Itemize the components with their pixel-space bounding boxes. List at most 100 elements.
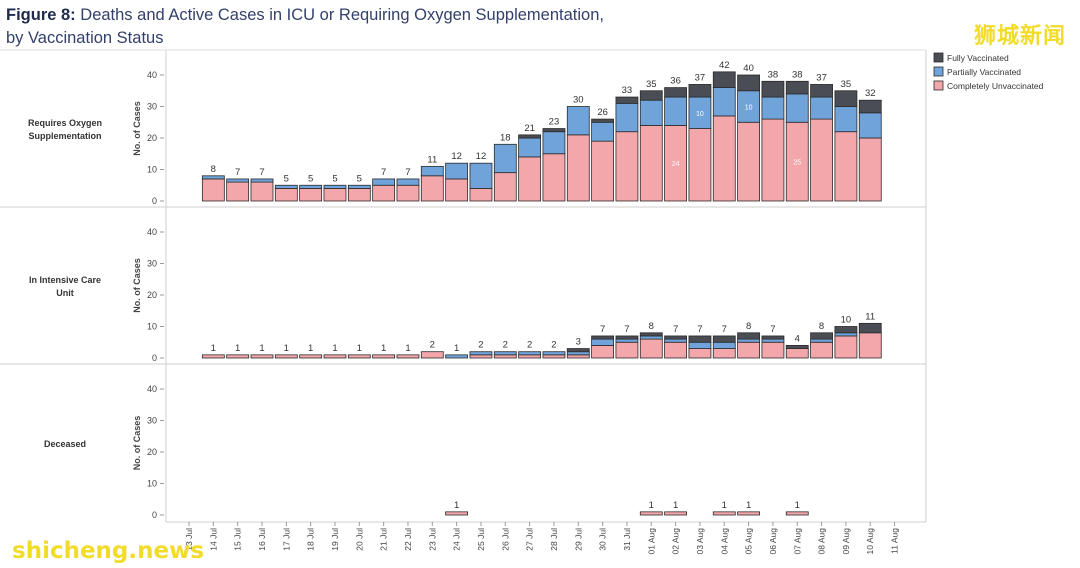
panel-label-in-intensive-care-unit: Unit xyxy=(56,288,74,298)
bar-segment-fully-vaccinated-31-jul xyxy=(615,335,639,340)
data-label-total-02-aug: 7 xyxy=(673,324,678,335)
bar-segment-fully-vaccinated-09-aug xyxy=(834,90,858,107)
bar-segment-partially-vaccinated-08-aug xyxy=(810,96,833,120)
bar-segment-completely-unvaccinated-03-aug xyxy=(688,128,712,202)
data-label-total-19-jul: 5 xyxy=(332,173,337,184)
bar-segment-completely-unvaccinated-31-jul xyxy=(615,341,639,359)
bar-segment-partially-vaccinated-29-jul xyxy=(566,351,590,356)
bar-segment-partially-vaccinated-25-jul xyxy=(469,351,493,356)
bar-segment-completely-unvaccinated-24-jul xyxy=(445,178,469,202)
data-label-total-26-jul: 2 xyxy=(503,340,508,351)
x-tick-label: 22 Jul xyxy=(403,528,413,551)
panel-label-deceased: Deceased xyxy=(44,439,86,449)
data-label-total-01-aug: 8 xyxy=(649,321,654,332)
x-tick-label: 20 Jul xyxy=(354,528,364,551)
bar-segment-completely-unvaccinated-07-aug xyxy=(785,511,809,516)
bar-segment-completely-unvaccinated-31-jul xyxy=(615,131,639,202)
bar-segment-completely-unvaccinated-06-aug xyxy=(761,118,785,202)
bar-segment-completely-unvaccinated-14-jul xyxy=(201,354,225,359)
bar-segment-fully-vaccinated-05-aug xyxy=(737,332,760,340)
data-label-total-01-aug: 35 xyxy=(646,79,657,90)
panel-label-requires-oxygen-supplementation: Requires Oxygen xyxy=(28,118,102,128)
bar-segment-fully-vaccinated-27-jul xyxy=(518,134,542,139)
x-tick-label: 27 Jul xyxy=(525,528,535,551)
bar-segment-partially-vaccinated-01-aug xyxy=(639,335,663,340)
x-tick-label: 07 Aug xyxy=(792,528,802,555)
legend-swatch-partially-vaccinated xyxy=(933,66,944,77)
bar-segment-completely-unvaccinated-26-jul xyxy=(493,354,517,359)
x-tick-label: 25 Jul xyxy=(476,528,486,551)
segment-label-completely-unvaccinated-07-aug: 25 xyxy=(793,160,801,167)
data-label-total-20-jul: 1 xyxy=(357,343,362,354)
bar-segment-completely-unvaccinated-08-aug xyxy=(810,341,833,359)
data-label-total-23-jul: 11 xyxy=(427,154,437,165)
title-text-1: Deaths and Active Cases in ICU or Requir… xyxy=(80,6,604,24)
bar-segment-completely-unvaccinated-27-jul xyxy=(518,156,542,202)
bar-segment-completely-unvaccinated-23-jul xyxy=(420,175,444,202)
y-tick-label: 0 xyxy=(152,353,157,363)
x-tick-label: 31 Jul xyxy=(622,528,632,551)
y-tick-label: 30 xyxy=(147,259,157,269)
y-tick-label: 20 xyxy=(147,133,157,143)
data-label-total-17-jul: 5 xyxy=(284,173,289,184)
bar-segment-partially-vaccinated-05-aug xyxy=(737,338,760,343)
bar-segment-completely-unvaccinated-20-jul xyxy=(347,187,371,202)
data-label-total-14-jul: 8 xyxy=(211,164,216,175)
bar-segment-partially-vaccinated-02-aug xyxy=(664,96,687,126)
x-tick-label: 03 Aug xyxy=(695,528,705,555)
bar-segment-fully-vaccinated-09-aug xyxy=(834,326,858,334)
bar-segment-partially-vaccinated-04-aug xyxy=(712,341,736,349)
bar-segment-partially-vaccinated-20-jul xyxy=(347,184,371,189)
y-tick-label: 30 xyxy=(147,416,157,426)
bar-segment-completely-unvaccinated-16-jul xyxy=(250,181,274,202)
bar-segment-completely-unvaccinated-09-aug xyxy=(834,335,858,359)
data-label-total-09-aug: 10 xyxy=(841,315,852,326)
x-tick-label: 01 Aug xyxy=(646,528,656,555)
bar-segment-partially-vaccinated-01-aug xyxy=(639,99,663,126)
legend-label-partially-vaccinated: Partially Vaccinated xyxy=(947,67,1021,77)
data-label-total-06-aug: 38 xyxy=(768,69,779,80)
data-label-total-28-jul: 23 xyxy=(549,117,560,128)
bar-segment-fully-vaccinated-06-aug xyxy=(761,335,785,340)
bar-segment-fully-vaccinated-07-aug xyxy=(785,344,809,349)
x-tick-label: 28 Jul xyxy=(549,528,559,551)
bar-segment-partially-vaccinated-02-aug xyxy=(664,338,687,343)
data-label-total-08-aug: 8 xyxy=(819,321,824,332)
bar-segment-completely-unvaccinated-01-aug xyxy=(639,511,663,516)
data-label-total-15-jul: 1 xyxy=(235,343,240,354)
data-label-total-17-jul: 1 xyxy=(284,343,289,354)
data-label-total-04-aug: 42 xyxy=(719,60,730,71)
data-label-total-23-jul: 2 xyxy=(430,340,435,351)
bar-segment-partially-vaccinated-08-aug xyxy=(810,338,833,343)
data-label-total-09-aug: 35 xyxy=(841,79,852,90)
data-label-total-29-jul: 3 xyxy=(576,337,581,348)
bar-segment-partially-vaccinated-30-jul xyxy=(591,121,615,142)
bar-segment-completely-unvaccinated-01-aug xyxy=(639,125,663,202)
bar-segment-fully-vaccinated-07-aug xyxy=(785,80,809,95)
data-label-total-25-jul: 12 xyxy=(476,151,487,162)
bar-segment-fully-vaccinated-05-aug xyxy=(737,74,760,92)
bar-segment-partially-vaccinated-07-aug xyxy=(785,93,809,123)
data-label-total-16-jul: 1 xyxy=(259,343,264,354)
y-axis-label: No. of Cases xyxy=(132,101,142,156)
x-tick-label: 15 Jul xyxy=(233,528,243,551)
bar-segment-completely-unvaccinated-22-jul xyxy=(396,354,420,359)
chart-title: Figure 8: Deaths and Active Cases in ICU… xyxy=(6,4,604,50)
x-tick-label: 18 Jul xyxy=(306,528,316,551)
x-tick-label: 08 Aug xyxy=(817,528,827,555)
data-label-total-18-jul: 5 xyxy=(308,173,313,184)
bar-segment-completely-unvaccinated-09-aug xyxy=(834,131,858,202)
bar-segment-completely-unvaccinated-19-jul xyxy=(323,354,347,359)
data-label-total-24-jul: 1 xyxy=(454,343,459,354)
data-label-total-04-aug: 1 xyxy=(722,500,727,511)
bar-segment-partially-vaccinated-21-jul xyxy=(372,178,396,186)
x-tick-label: 06 Aug xyxy=(768,528,778,555)
bar-segment-completely-unvaccinated-17-jul xyxy=(274,187,298,202)
bar-segment-partially-vaccinated-10-aug xyxy=(858,112,882,139)
data-label-total-30-jul: 7 xyxy=(600,324,605,335)
x-tick-label: 30 Jul xyxy=(598,528,608,551)
bar-segment-fully-vaccinated-01-aug xyxy=(639,90,663,101)
bar-segment-completely-unvaccinated-10-aug xyxy=(858,332,882,359)
bar-segment-completely-unvaccinated-16-jul xyxy=(250,354,274,359)
